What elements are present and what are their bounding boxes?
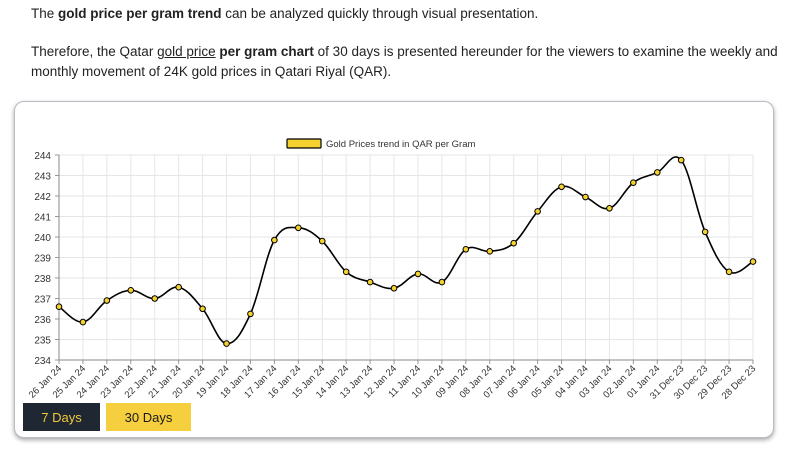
data-point: [199, 305, 206, 313]
y-tick-label: 239: [34, 254, 51, 265]
y-tick-label: 241: [34, 213, 51, 224]
data-point: [534, 208, 541, 215]
y-tick-label: 243: [34, 172, 51, 183]
data-point: [342, 268, 350, 276]
data-point: [318, 237, 326, 245]
data-point: [247, 310, 254, 318]
data-point: [414, 270, 422, 278]
intro-paragraph-2: Therefore, the Qatar gold price per gram…: [31, 42, 791, 82]
data-point: [55, 303, 63, 310]
intro-paragraph-1: The gold price per gram trend can be ana…: [31, 4, 791, 24]
data-point: [510, 239, 517, 247]
data-point: [103, 297, 111, 304]
y-tick-label: 234: [34, 356, 51, 367]
text-segment: The: [31, 6, 59, 21]
text-segment: Therefore, the Qatar: [31, 44, 158, 59]
data-point: [558, 183, 565, 191]
data-point: [677, 156, 685, 164]
bold-text: gold price per gram trend: [58, 6, 222, 21]
data-point: [486, 248, 494, 255]
legend-swatch: [286, 138, 322, 149]
y-tick-label: 236: [34, 315, 51, 326]
y-tick-label: 238: [34, 274, 51, 285]
legend-label: Gold Prices trend in QAR per Gram: [326, 139, 475, 150]
data-point: [223, 340, 230, 347]
data-point: [79, 318, 87, 326]
data-point: [271, 236, 278, 244]
y-tick-label: 242: [34, 192, 51, 203]
data-point: [366, 278, 374, 286]
data-point: [749, 258, 757, 265]
data-point: [606, 205, 613, 212]
gold-price-link[interactable]: gold price: [157, 44, 216, 59]
chart-card: 234 235 236 237 238 239 240 241 242 243 244 26 Jan …: [14, 101, 774, 438]
y-tick-label: 244: [34, 151, 51, 162]
data-point: [438, 278, 446, 286]
series-line: [58, 156, 754, 345]
data-point: [462, 246, 470, 253]
text-segment: of 30 days is presented hereunder for th…: [31, 44, 778, 79]
bold-text: per gram chart: [219, 44, 314, 59]
y-tick-label: 237: [34, 295, 51, 306]
data-point: [127, 287, 135, 294]
data-point: [630, 179, 637, 186]
y-tick-label: 235: [34, 336, 51, 347]
y-tick-label: 240: [34, 233, 51, 244]
data-point: [175, 283, 182, 291]
data-point: [390, 284, 398, 292]
data-point: [701, 228, 709, 236]
data-point: [582, 193, 589, 201]
data-point: [653, 169, 661, 176]
data-point: [295, 224, 302, 232]
thirty-days-button[interactable]: 30 Days: [106, 403, 191, 431]
data-point: [725, 268, 733, 276]
text-segment: can be analyzed quickly through visual p…: [221, 6, 539, 21]
seven-days-button[interactable]: 7 Days: [23, 403, 100, 431]
data-point: [151, 295, 159, 302]
